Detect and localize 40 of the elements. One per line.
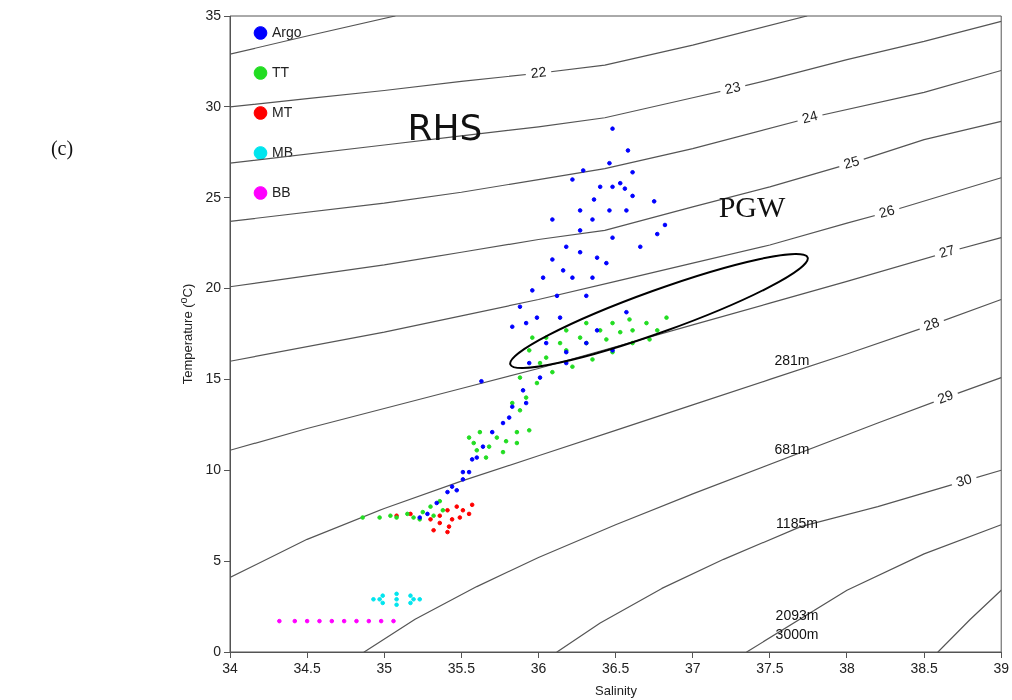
y-tick-label: 20 [205, 279, 222, 296]
y-tick-label: 15 [205, 370, 222, 387]
y-tick-label: 10 [205, 461, 222, 478]
y-tick-label: 30 [205, 97, 222, 114]
x-tick-label: 37 [684, 660, 701, 677]
x-tick-label: 36 [530, 660, 547, 677]
x-axis-title: Salinity [595, 683, 637, 698]
x-tick-label: 38 [839, 660, 855, 677]
text: (c) [50, 137, 74, 159]
legend-label: Argo [272, 23, 302, 40]
annotation: RHS [407, 107, 483, 148]
x-tick-label: 38.5 [910, 660, 938, 677]
y-tick-label: 35 [205, 6, 222, 23]
annotation: 1185m [776, 515, 818, 531]
annotation: 681m [774, 441, 810, 457]
annotation: 25 [841, 152, 862, 172]
x-tick-label: 37.5 [756, 660, 784, 677]
x-tick-label: 35.5 [447, 660, 476, 677]
x-tick-label: 34 [222, 660, 238, 677]
y-tick-label: 5 [213, 552, 222, 568]
annotation: 23 [723, 78, 743, 98]
y-tick-label: 25 [205, 188, 222, 205]
x-tick-label: 34.5 [293, 660, 321, 677]
annotation: 3000m [775, 626, 819, 642]
annotation: 281m [774, 352, 810, 368]
legend-label: TT [272, 63, 290, 80]
annotation: 27 [937, 241, 957, 261]
annotation: 29 [935, 386, 956, 407]
x-tick-label: 36.5 [601, 660, 630, 677]
annotation: PGW [718, 190, 786, 223]
x-tick-label: 35 [376, 660, 393, 677]
legend-label: BB [272, 183, 291, 200]
x-tick-label: 39 [993, 660, 1010, 677]
annotation: 30 [954, 470, 974, 490]
y-tick-label: 0 [213, 642, 222, 659]
annotation: 28 [921, 313, 942, 334]
annotation: 24 [800, 106, 820, 127]
legend-label: MB [272, 143, 293, 160]
annotation: 26 [877, 201, 897, 221]
legend-label: MT [272, 103, 293, 120]
